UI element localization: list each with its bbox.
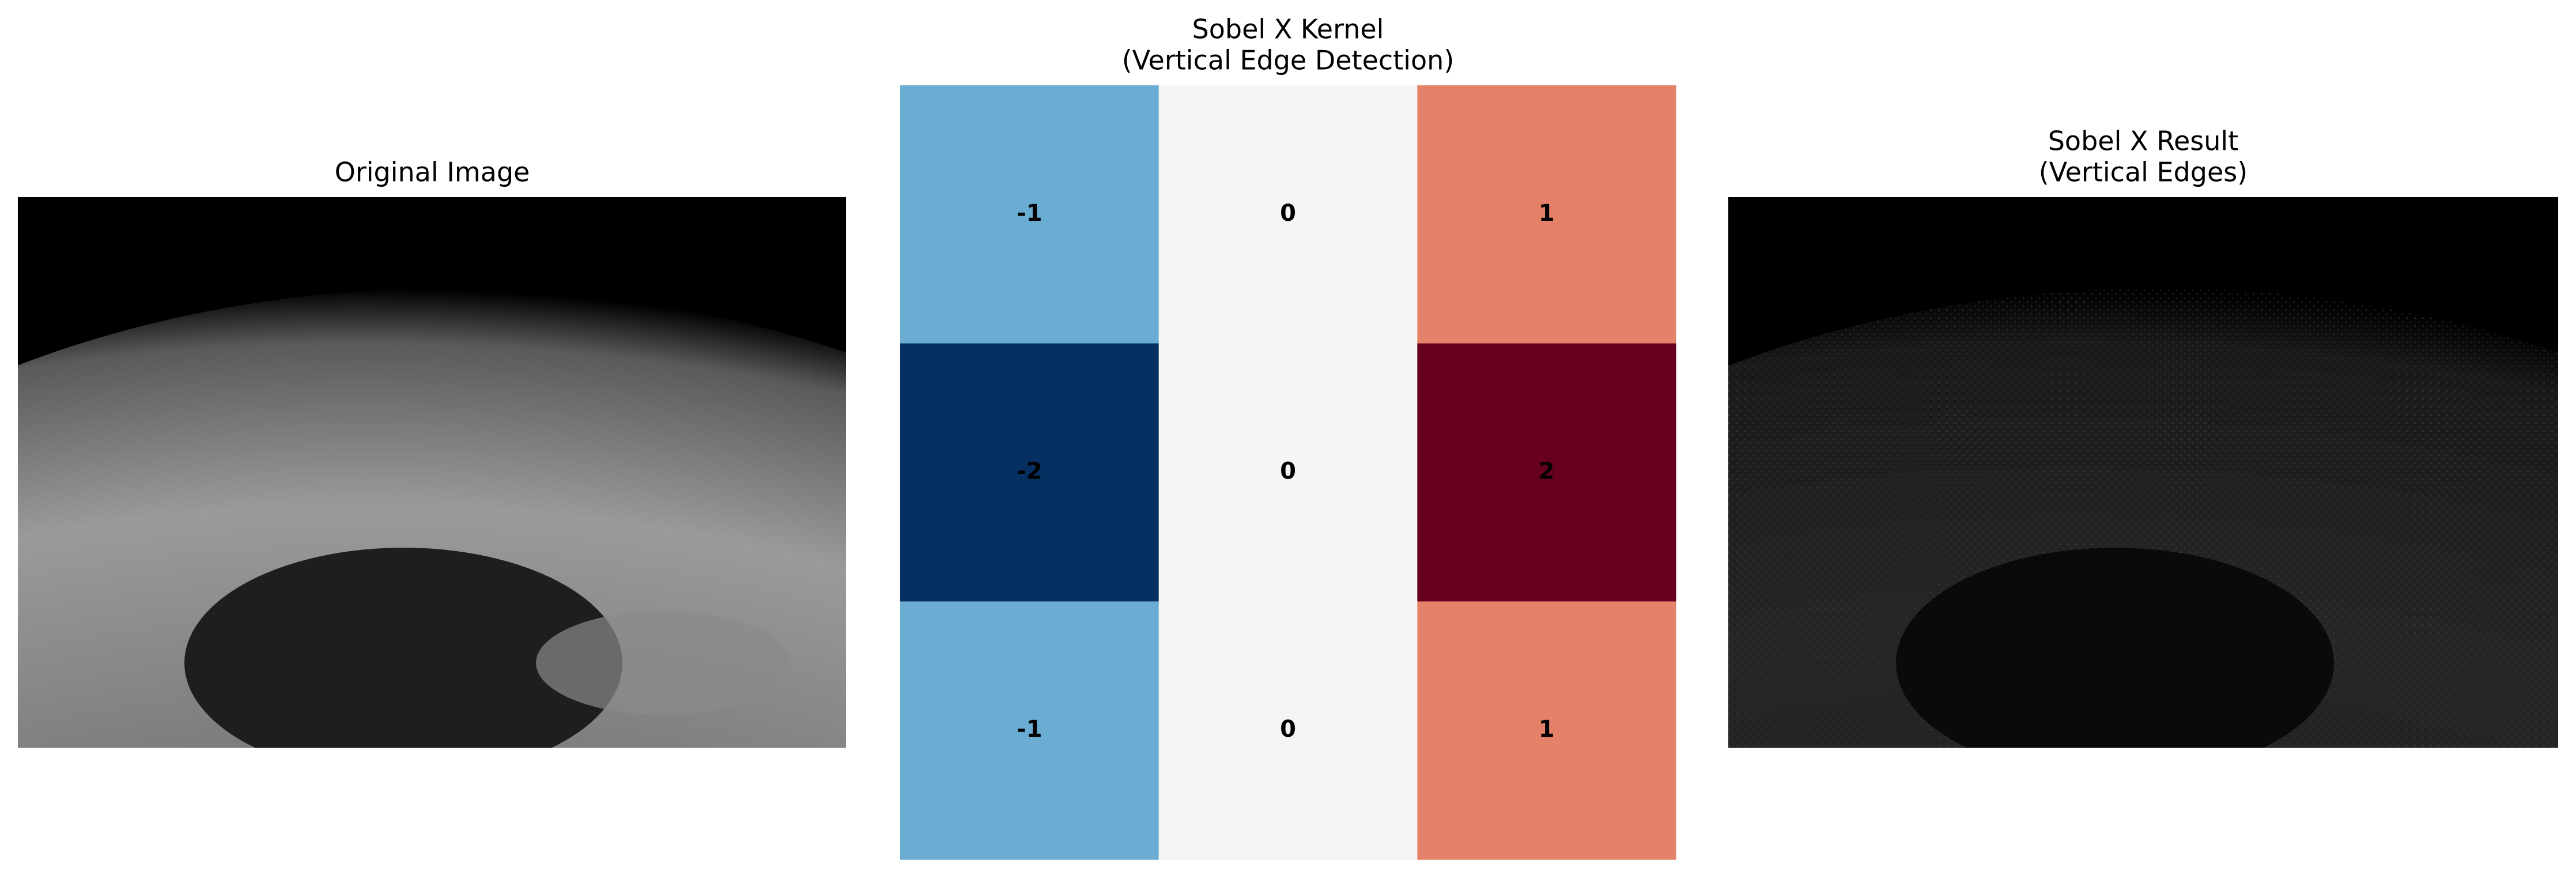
chart-subtitle: (Vertical Edges) xyxy=(2039,157,2248,188)
heatmap-cell xyxy=(1417,343,1676,602)
original-image xyxy=(18,197,846,748)
cell-label: 0 xyxy=(1280,200,1296,227)
cell-label: 0 xyxy=(1280,716,1296,743)
cell-label: 1 xyxy=(1539,716,1555,743)
heatmap-cell xyxy=(900,343,1159,602)
heatmap-cell xyxy=(1417,85,1676,344)
chart-title: Sobel X Kernel xyxy=(1192,14,1384,45)
heatmap-cell xyxy=(1158,85,1418,344)
chart-subtitle: (Vertical Edge Detection) xyxy=(1122,45,1455,76)
cell-label: -1 xyxy=(1017,716,1042,743)
chart-title: Original Image xyxy=(335,157,530,188)
cell-label: 2 xyxy=(1539,458,1555,485)
heatmap-cell xyxy=(1417,601,1676,860)
heatmap-cell xyxy=(1158,343,1418,602)
result-image xyxy=(1728,197,2558,748)
cell-label: -1 xyxy=(1017,200,1042,227)
chart-title: Sobel X Result xyxy=(2048,126,2239,157)
cell-label: -2 xyxy=(1017,458,1042,485)
cell-label: 1 xyxy=(1539,200,1555,227)
cell-label: 0 xyxy=(1280,458,1296,485)
heatmap-cell xyxy=(900,601,1159,860)
heatmap-cell xyxy=(1158,601,1418,860)
heatmap-cell xyxy=(900,85,1159,344)
